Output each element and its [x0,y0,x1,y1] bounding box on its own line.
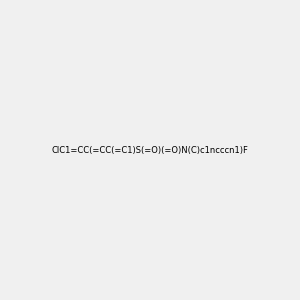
Text: ClC1=CC(=CC(=C1)S(=O)(=O)N(C)c1ncccn1)F: ClC1=CC(=CC(=C1)S(=O)(=O)N(C)c1ncccn1)F [52,146,248,154]
